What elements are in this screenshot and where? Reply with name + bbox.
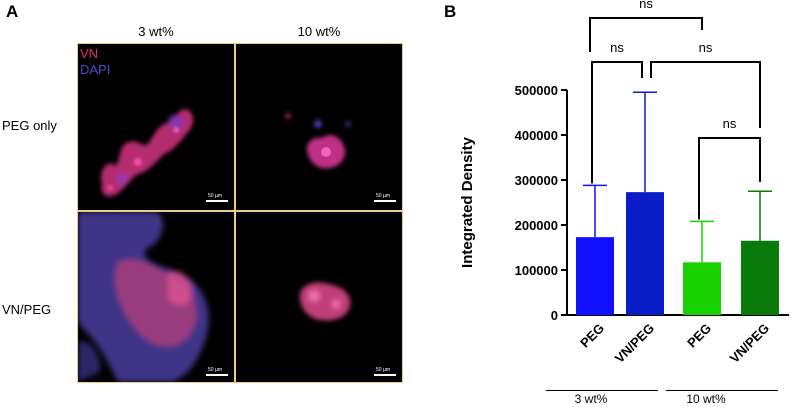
y-tick-label: 100000	[515, 263, 558, 278]
significance-bracket	[650, 61, 761, 128]
panel-a-label: A	[6, 2, 19, 21]
significance-bracket-label: ns	[639, 0, 653, 11]
group-underline-3wt	[546, 390, 658, 391]
scale-bar-label: 50 µm	[376, 193, 390, 199]
significance-bracket-label: ns	[699, 40, 713, 55]
column-title-3wt: 3 wt%	[138, 24, 174, 39]
y-tick-label: 300000	[515, 173, 558, 188]
micrograph-peg-3wt-image	[101, 109, 194, 197]
group-underline-10wt	[666, 390, 778, 391]
scale-bar	[206, 200, 228, 202]
y-axis-label: Integrated Density	[459, 136, 476, 268]
category-label: VN/PEG	[727, 321, 772, 366]
grid-separator-vertical	[234, 44, 236, 382]
grid-separator-horizontal	[78, 210, 402, 212]
row-title-vn-peg: VN/PEG	[2, 302, 52, 317]
group-label-10wt: 10 wt%	[686, 392, 726, 406]
category-label: PEG	[577, 321, 607, 351]
micrograph-vnpeg-10wt-image	[299, 282, 351, 321]
legend-vn: VN	[80, 46, 99, 61]
significance-bracket-label: ns	[610, 40, 624, 55]
scale-bar	[374, 374, 396, 376]
micrograph-peg-10wt: 50 µm	[236, 44, 402, 210]
bar-chart: 0 100000 200000 300000 400000 500000 Integrate…	[459, 0, 789, 366]
y-tick-label: 200000	[515, 218, 558, 233]
micrograph-vnpeg-3wt: 50 µm	[78, 212, 234, 382]
significance-bracket	[698, 137, 761, 220]
y-tick-label: 500000	[515, 83, 558, 98]
y-tick-label: 0	[551, 308, 558, 323]
micrograph-peg-10wt-image	[285, 113, 351, 169]
y-tick-label: 400000	[515, 128, 558, 143]
micrograph-vnpeg-10wt: 50 µm	[236, 212, 402, 382]
significance-bracket	[589, 17, 703, 52]
scale-bar	[206, 374, 228, 376]
category-label: VN/PEG	[612, 321, 657, 366]
panel-b-label: B	[444, 2, 457, 21]
group-label-3wt: 3 wt%	[574, 392, 608, 406]
scale-bar	[374, 200, 396, 202]
column-title-10wt: 10 wt%	[297, 24, 341, 39]
significance-bracket	[591, 61, 643, 184]
legend-dapi: DAPI	[80, 62, 111, 77]
bar	[683, 262, 721, 315]
scale-bar-label: 50 µm	[208, 367, 222, 373]
category-label: PEG	[684, 321, 714, 351]
row-title-peg-only: PEG only	[2, 118, 57, 133]
scale-bar-label: 50 µm	[376, 367, 390, 373]
bar	[741, 240, 779, 315]
scale-bar-label: 50 µm	[208, 193, 222, 199]
significance-bracket-label: ns	[723, 116, 737, 131]
bar	[626, 192, 664, 315]
micrograph-vnpeg-3wt-image	[78, 212, 209, 382]
bar	[576, 237, 614, 315]
micrograph-peg-3wt: 50 µm VN DAPI	[78, 44, 234, 210]
